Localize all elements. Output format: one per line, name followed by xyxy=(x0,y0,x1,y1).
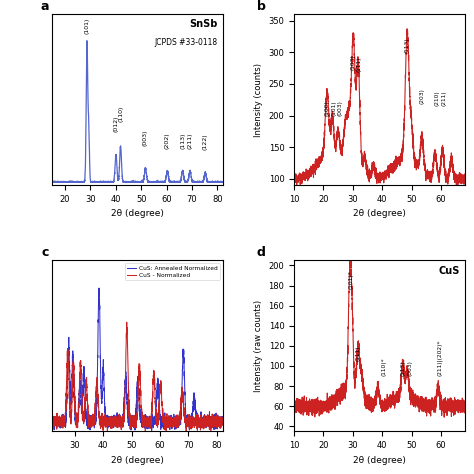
Text: (101)*: (101)* xyxy=(348,270,353,289)
CuS: Annealed Normalized: (28.8, 0.222): Annealed Normalized: (28.8, 0.222) xyxy=(69,392,74,397)
Text: (113): (113) xyxy=(401,360,406,376)
CuS - Normalized xyxy=(198,419,204,425)
CuS - Normalized xyxy=(79,390,84,396)
CuS: Annealed Normalized: (80.9, 0.0179): Annealed Normalized: (80.9, 0.0179) xyxy=(217,419,222,425)
Text: (003): (003) xyxy=(143,129,148,146)
Text: (211): (211) xyxy=(441,91,447,106)
X-axis label: 2θ (degree): 2θ (degree) xyxy=(353,456,406,465)
Text: (211): (211) xyxy=(188,132,192,149)
CuS - Normalized xyxy=(122,401,128,406)
Text: (003): (003) xyxy=(337,100,342,116)
CuS: Annealed Normalized: (47.6, 0.231): Annealed Normalized: (47.6, 0.231) xyxy=(122,390,128,396)
Y-axis label: Intensity (raw counts): Intensity (raw counts) xyxy=(254,300,263,392)
Text: (110): (110) xyxy=(118,106,123,122)
CuS: Annealed Normalized: (57.1, -0.043): Annealed Normalized: (57.1, -0.043) xyxy=(149,428,155,433)
Text: CuS: CuS xyxy=(438,265,459,275)
Text: (211)|(202)*: (211)|(202)* xyxy=(437,339,442,376)
CuS - Normalized xyxy=(220,418,226,424)
CuS - Normalized xyxy=(217,419,222,425)
Y-axis label: Intensity (counts): Intensity (counts) xyxy=(254,63,263,137)
Text: c: c xyxy=(41,246,49,259)
X-axis label: 2θ (degree): 2θ (degree) xyxy=(111,210,164,219)
Line: CuS: Annealed Normalized: CuS: Annealed Normalized xyxy=(52,288,223,430)
CuS - Normalized xyxy=(124,319,129,325)
CuS: Annealed Normalized: (32.4, 0.117): Annealed Normalized: (32.4, 0.117) xyxy=(79,406,84,411)
Text: a: a xyxy=(40,0,49,12)
X-axis label: 2θ (degree): 2θ (degree) xyxy=(111,456,164,465)
CuS: Annealed Normalized: (38.5, 0.998): Annealed Normalized: (38.5, 0.998) xyxy=(96,285,102,291)
Text: (113): (113) xyxy=(180,132,185,149)
Text: (110)*: (110)* xyxy=(381,357,386,376)
CuS - Normalized xyxy=(49,419,55,425)
Text: (103): (103) xyxy=(351,54,356,70)
Text: (111): (111) xyxy=(356,346,361,361)
Text: (100): (100) xyxy=(325,100,329,116)
Text: (202): (202) xyxy=(165,132,170,149)
Text: (101): (101) xyxy=(331,100,336,116)
Text: (101): (101) xyxy=(84,18,90,34)
Text: (111): (111) xyxy=(357,57,362,73)
CuS: Annealed Normalized: (74.4, 0.0395): Annealed Normalized: (74.4, 0.0395) xyxy=(198,416,204,422)
Line: CuS - Normalized: CuS - Normalized xyxy=(52,322,223,431)
Text: d: d xyxy=(256,246,265,259)
Text: (203): (203) xyxy=(419,88,424,104)
Text: SnSb: SnSb xyxy=(189,19,218,29)
Text: (003): (003) xyxy=(408,360,413,376)
CuS - Normalized xyxy=(143,428,148,434)
CuS - Normalized xyxy=(69,407,74,412)
Text: (122): (122) xyxy=(203,134,208,150)
Text: (210): (210) xyxy=(434,90,439,106)
CuS: Annealed Normalized: (22, -0.00145): Annealed Normalized: (22, -0.00145) xyxy=(49,422,55,428)
Text: (113): (113) xyxy=(405,38,410,54)
Legend: CuS: Annealed Normalized, CuS - Normalized: CuS: Annealed Normalized, CuS - Normaliz… xyxy=(125,263,219,280)
CuS - Normalized xyxy=(115,419,120,424)
Text: JCPDS #33-0118: JCPDS #33-0118 xyxy=(155,38,218,47)
CuS: Annealed Normalized: (82, 0.0208): Annealed Normalized: (82, 0.0208) xyxy=(220,419,226,425)
CuS: Annealed Normalized: (45, 0.0321): Annealed Normalized: (45, 0.0321) xyxy=(115,417,120,423)
Text: (012): (012) xyxy=(113,116,118,132)
Text: b: b xyxy=(256,0,265,12)
X-axis label: 2θ (degree): 2θ (degree) xyxy=(353,210,406,219)
